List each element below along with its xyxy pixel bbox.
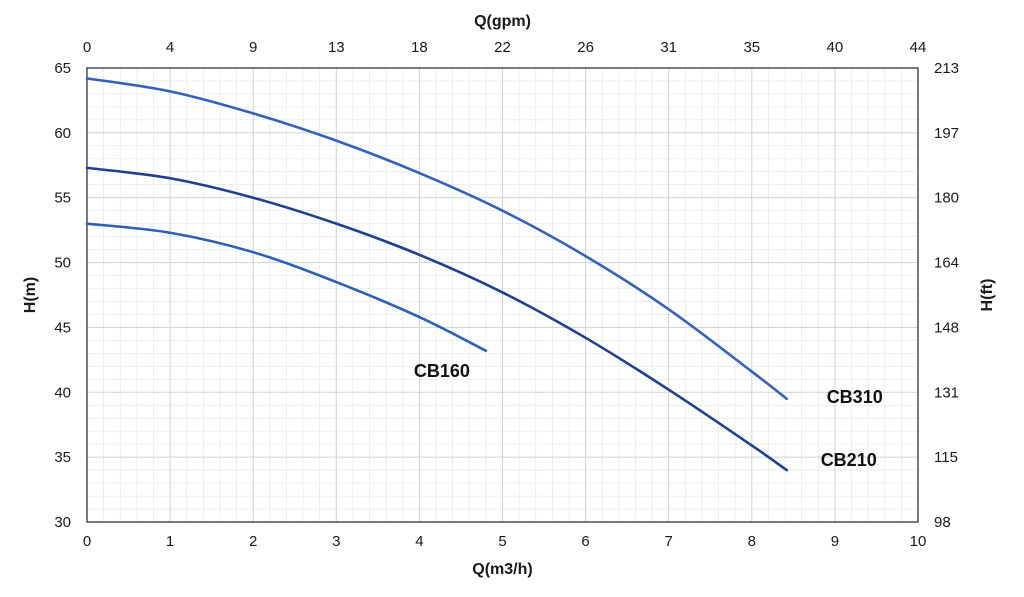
- right-tick-label: 180: [934, 190, 959, 207]
- right-tick-label: 213: [934, 60, 959, 77]
- right-tick-label: 131: [934, 384, 959, 401]
- y-tick-label: 30: [54, 514, 71, 531]
- x-tick-label: 8: [748, 533, 756, 550]
- y-tick-label: 55: [54, 190, 71, 207]
- y-tick-label: 40: [54, 384, 71, 401]
- y-tick-label: 60: [54, 125, 71, 142]
- top-tick-label: 26: [577, 39, 594, 56]
- tick-labels: 0 1 2 3 4 5 6 7 8 9 100 4 9 13 18 22 26 31 35 40 44303540455…: [54, 39, 959, 550]
- x-tick-label: 5: [498, 533, 506, 550]
- y-tick-label: 50: [54, 255, 71, 272]
- top-tick-label: 0: [83, 39, 91, 56]
- series-line-cb210: [85, 166, 788, 472]
- x-tick-label: 4: [415, 533, 423, 550]
- x-tick-label: 7: [665, 533, 673, 550]
- right-axis-title: H(ft): [979, 279, 996, 312]
- series-lines: [85, 77, 788, 472]
- x-tick-label: 6: [581, 533, 589, 550]
- x-tick-label: 1: [166, 533, 174, 550]
- x-axis-title: Q(m3/h): [472, 561, 532, 578]
- plot-frame: [86, 67, 919, 523]
- right-tick-label: 148: [934, 319, 959, 336]
- y-tick-label: 45: [54, 319, 71, 336]
- top-tick-label: 31: [660, 39, 677, 56]
- y-tick-label: 35: [54, 449, 71, 466]
- right-tick-label: 115: [934, 449, 958, 466]
- right-tick-label: 98: [934, 514, 951, 531]
- series-line-cb160: [85, 222, 488, 353]
- major-grid: [86, 67, 919, 523]
- right-tick-label: 197: [934, 125, 959, 142]
- top-axis-title: Q(gpm): [474, 13, 531, 30]
- top-tick-label: 22: [494, 39, 511, 56]
- series-label-cb160: CB160: [414, 361, 470, 381]
- top-tick-label: 4: [166, 39, 174, 56]
- series-label-cb310: CB310: [827, 387, 883, 407]
- top-tick-label: 13: [328, 39, 345, 56]
- x-tick-label: 3: [332, 533, 340, 550]
- x-tick-label: 2: [249, 533, 257, 550]
- top-tick-label: 44: [910, 39, 927, 56]
- y-axis-title: H(m): [22, 277, 39, 313]
- top-tick-label: 35: [743, 39, 760, 56]
- top-tick-label: 9: [249, 39, 257, 56]
- x-tick-label: 10: [910, 533, 927, 550]
- right-tick-label: 164: [934, 255, 959, 272]
- x-tick-label: 9: [831, 533, 839, 550]
- x-tick-label: 0: [83, 533, 91, 550]
- y-tick-label: 65: [54, 60, 71, 77]
- top-tick-label: 18: [411, 39, 428, 56]
- top-tick-label: 40: [827, 39, 844, 56]
- series-line-cb310: [85, 77, 788, 401]
- series-label-cb210: CB210: [821, 450, 877, 470]
